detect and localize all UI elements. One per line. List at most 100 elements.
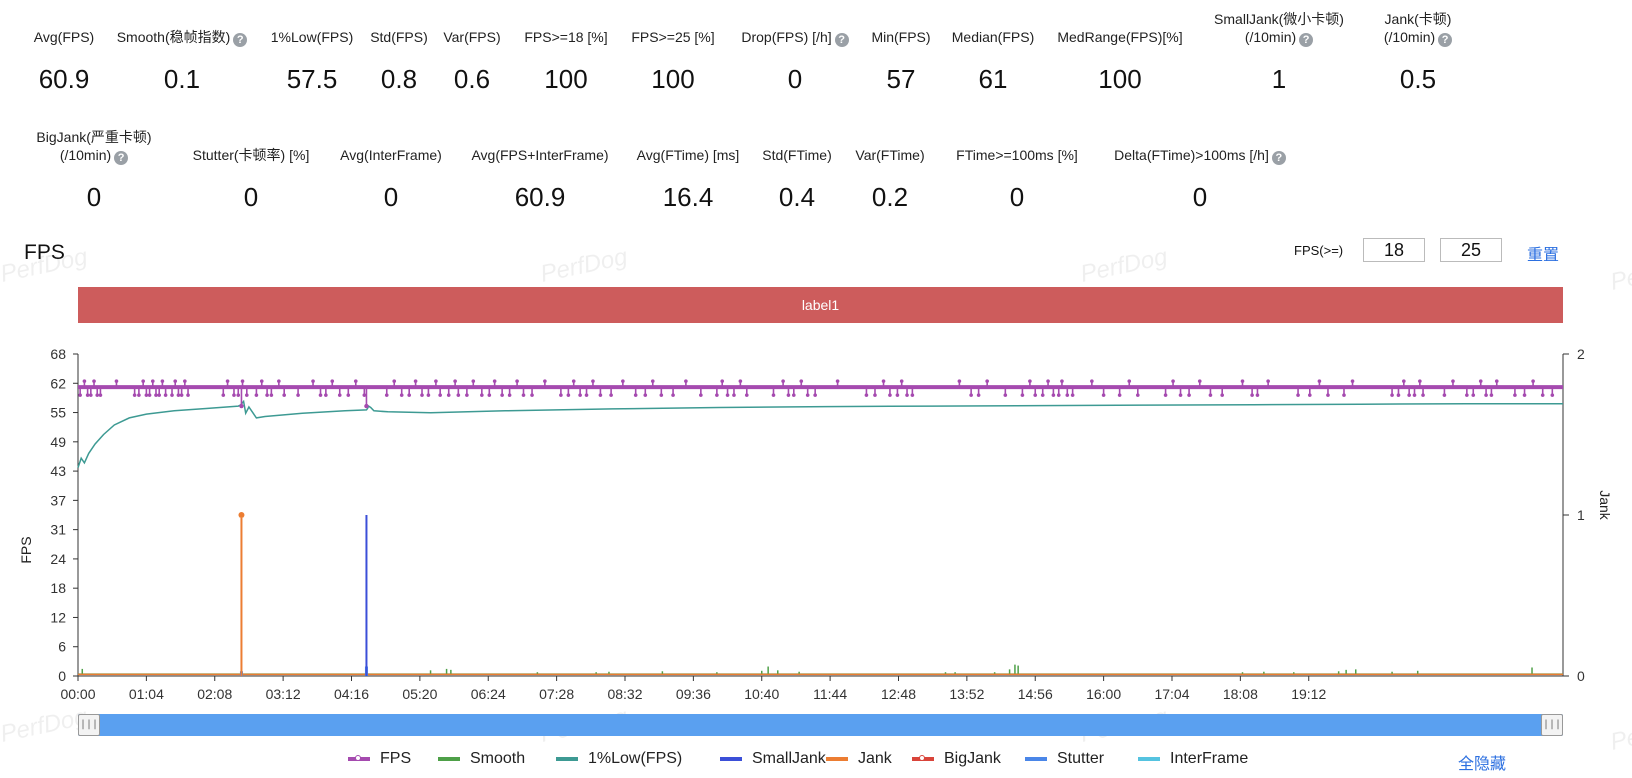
legend-label: FPS <box>380 750 412 767</box>
fps-mark-dot <box>170 393 174 397</box>
stat-item: Delta(FTime)>100ms [/h]? 0 <box>1100 146 1300 212</box>
fps-mark-dot <box>1550 393 1555 397</box>
fps-mark-dot <box>1220 393 1224 397</box>
legend-item[interactable]: InterFrame <box>1138 750 1248 768</box>
stat-value: 0.1 <box>163 64 201 94</box>
stat-label: FPS>=18 [%] <box>466 28 666 46</box>
fps-mark-dot <box>1421 393 1425 397</box>
help-icon[interactable]: ? <box>834 33 849 47</box>
stat-label: Min(FPS) <box>801 28 1001 46</box>
fps-mark-dot <box>1418 379 1422 383</box>
fps-threshold-label: FPS(>=) <box>1294 243 1344 258</box>
fps-mark-dot <box>163 393 168 397</box>
fps-threshold-input-1[interactable] <box>1363 238 1425 262</box>
stat-item: BigJank(严重卡顿) (/10min)? 0 <box>0 128 194 212</box>
fps-mark-dot <box>1070 393 1075 397</box>
fps-mark-dot <box>259 379 264 383</box>
stat-value: 0.2 <box>871 182 909 212</box>
stat-value: 60.9 <box>514 182 566 212</box>
legend-item[interactable]: BigJank <box>912 750 1001 768</box>
legend-item[interactable]: SmallJank <box>720 750 826 768</box>
fps-mark-dot <box>725 393 730 397</box>
fps-mark-dot <box>1484 393 1488 397</box>
reset-button[interactable]: 重置 <box>1527 247 1560 264</box>
stat-item: Min(FPS) 57 <box>801 28 1001 94</box>
fps-mark-dot <box>1033 393 1038 397</box>
stat-label-text: Avg(FTime) [ms] <box>636 147 740 163</box>
hide-all-button[interactable]: 全隐藏 <box>1458 756 1507 773</box>
fps-mark-dot <box>173 379 178 383</box>
fps-mark-dot <box>132 393 137 397</box>
fps-mark-dot <box>154 393 158 397</box>
fps-mark-dot <box>456 393 461 397</box>
fps-mark-dot <box>1255 393 1260 397</box>
fps-mark-dot <box>1465 393 1469 397</box>
stat-value: 0.6 <box>453 64 491 94</box>
legend-item[interactable]: Smooth <box>438 750 525 768</box>
fps-mark-dot <box>507 393 512 397</box>
fps-mark-dot <box>254 393 259 397</box>
stat-value: 0 <box>86 182 102 212</box>
x-tick-label: 04:16 <box>334 686 369 702</box>
stat-label: Avg(FPS) <box>0 28 164 46</box>
help-icon[interactable]: ? <box>1438 33 1453 47</box>
fps-mark-dot <box>1522 393 1527 397</box>
fps-mark-dot <box>1390 393 1394 397</box>
fps-mark-dot <box>671 393 675 397</box>
help-icon[interactable]: ? <box>1271 151 1286 165</box>
fps-mark-dot <box>895 393 900 397</box>
fps-mark-dot <box>598 393 603 397</box>
stat-item: Avg(FPS+InterFrame) 60.9 <box>440 146 640 212</box>
y-tick-label: 24 <box>50 551 66 567</box>
fps-mark-dot <box>910 393 915 397</box>
legend-item[interactable]: 1%Low(FPS) <box>556 750 682 768</box>
fps-threshold-input-2[interactable] <box>1440 238 1502 262</box>
stat-label: Delta(FTime)>100ms [/h]? <box>1100 146 1300 165</box>
label-bar[interactable]: label1 <box>78 287 1563 323</box>
fps-mark-dot <box>591 379 595 383</box>
stat-item: Median(FPS) 61 <box>893 28 1093 94</box>
help-icon[interactable]: ? <box>233 33 248 47</box>
stat-value: 60.9 <box>38 64 90 94</box>
legend-label: Smooth <box>470 750 526 767</box>
fps-mark-dot <box>98 393 103 397</box>
stat-label-unit: (/10min) <box>1383 29 1436 45</box>
fps-mark-dot <box>650 379 655 383</box>
fps-mark-dot <box>1478 379 1483 383</box>
low1-line <box>77 399 1563 468</box>
legend-item[interactable]: FPS <box>348 750 411 768</box>
fps-mark-dot <box>813 393 817 397</box>
fps-mark-dot <box>1296 393 1300 397</box>
fps-dip-dot <box>239 403 244 409</box>
fps-mark-dot <box>1471 393 1476 397</box>
fps-mark-dot <box>179 393 184 397</box>
x-tick-label: 12:48 <box>881 686 916 702</box>
stat-label: Drop(FPS) [/h]? <box>695 28 895 47</box>
stat-item: FTime>=100ms [%] 0 <box>917 146 1117 212</box>
scroll-handle-left[interactable]: ||| <box>78 714 100 736</box>
stat-item: Avg(FPS) 60.9 <box>0 28 164 94</box>
y-tick-label: 37 <box>50 492 66 508</box>
fps-mark-dot <box>487 393 492 397</box>
help-icon[interactable]: ? <box>114 151 129 165</box>
legend-item[interactable]: Jank <box>826 750 892 768</box>
fps-mark-dot <box>1442 393 1447 397</box>
stat-label: MedRange(FPS)[%] <box>1020 28 1220 46</box>
help-icon[interactable]: ? <box>1299 33 1314 47</box>
y-tick-label: 12 <box>50 609 66 625</box>
stat-label-text: 1%Low(FPS) <box>270 29 354 45</box>
fps-mark-dot <box>265 393 269 397</box>
scroll-handle-right[interactable]: ||| <box>1541 714 1563 736</box>
fps-mark-dot <box>1171 379 1175 383</box>
fps-mark-dot <box>1317 379 1322 383</box>
legend-item[interactable]: Stutter <box>1025 750 1104 768</box>
stat-item: Var(FTime) 0.2 <box>790 146 990 212</box>
fps-mark-dot <box>240 379 245 383</box>
timeline-scrollbar[interactable]: ||| ||| <box>78 714 1563 736</box>
stat-label-text: Std(FTime) <box>762 147 832 163</box>
fps-mark-dot <box>957 379 962 383</box>
legend-swatch <box>1025 756 1047 761</box>
fps-mark-dot <box>515 379 519 383</box>
stat-label: SmallJank(微小卡顿) (/10min)? <box>1179 10 1379 47</box>
fps-mark-dot <box>141 379 145 383</box>
